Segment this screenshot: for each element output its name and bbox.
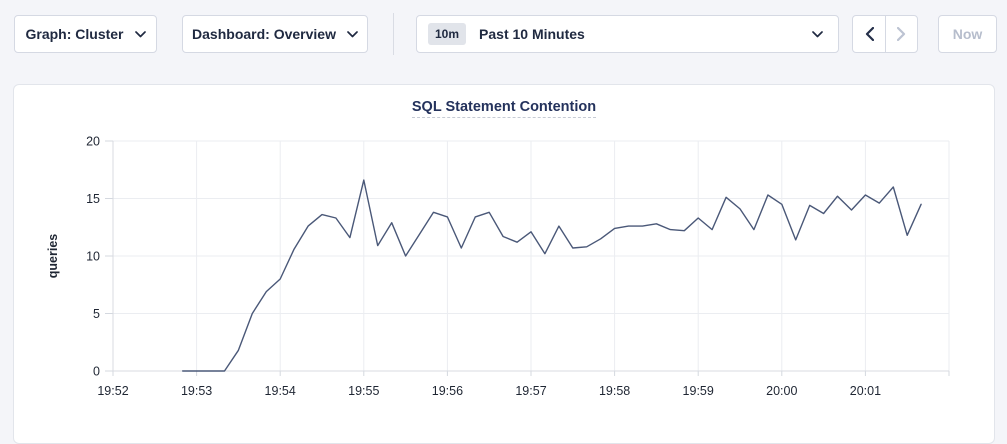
y-tick-label: 10 — [86, 250, 100, 264]
toolbar-divider — [393, 13, 394, 55]
x-tick-label: 19:54 — [265, 384, 296, 398]
x-tick-label: 19:52 — [97, 384, 128, 398]
time-range-dropdown[interactable]: 10m Past 10 Minutes — [416, 15, 839, 53]
dashboard-dropdown[interactable]: Dashboard: Overview — [182, 15, 368, 53]
time-range-badge: 10m — [428, 23, 467, 45]
chevron-right-icon — [897, 27, 906, 41]
graph-dropdown-label: Graph: Cluster — [25, 26, 124, 42]
chart-title-row: SQL Statement Contention — [14, 98, 994, 118]
chevron-down-icon — [347, 30, 358, 37]
x-tick-label: 19:59 — [683, 384, 714, 398]
x-tick-label: 19:55 — [348, 384, 379, 398]
x-tick-label: 20:00 — [766, 384, 797, 398]
chevron-left-icon — [865, 27, 874, 41]
time-nav-group — [852, 15, 918, 53]
graph-dropdown[interactable]: Graph: Cluster — [14, 15, 157, 53]
toolbar: Graph: Cluster Dashboard: Overview 10m P… — [0, 0, 1007, 84]
x-tick-label: 19:57 — [515, 384, 546, 398]
chevron-down-icon — [812, 31, 823, 38]
next-time-button[interactable] — [885, 16, 917, 52]
chart-card: SQL Statement Contention 0 5 10 15 20 19:52 19… — [13, 84, 995, 444]
x-tick-label: 19:53 — [181, 384, 212, 398]
chevron-down-icon — [134, 30, 146, 37]
sql-statement-contention-chart[interactable]: 0 5 10 15 20 19:52 19:53 19:54 19:55 19:56 19:57 19… — [41, 121, 986, 411]
dashboard-dropdown-label: Dashboard: Overview — [192, 26, 336, 42]
x-tick-label: 20:01 — [850, 384, 881, 398]
prev-time-button[interactable] — [853, 16, 885, 52]
y-tick-label: 5 — [93, 307, 100, 321]
y-tick-label: 15 — [86, 192, 100, 206]
time-range-label: Past 10 Minutes — [479, 26, 585, 42]
x-tick-label: 19:58 — [599, 384, 630, 398]
y-tick-label: 0 — [93, 365, 100, 379]
y-tick-label: 20 — [86, 135, 100, 149]
metric-line — [182, 179, 922, 372]
now-button[interactable]: Now — [938, 15, 997, 53]
chart-title[interactable]: SQL Statement Contention — [411, 99, 597, 118]
y-axis-label: queries — [46, 234, 60, 279]
x-tick-label: 19:56 — [432, 384, 463, 398]
